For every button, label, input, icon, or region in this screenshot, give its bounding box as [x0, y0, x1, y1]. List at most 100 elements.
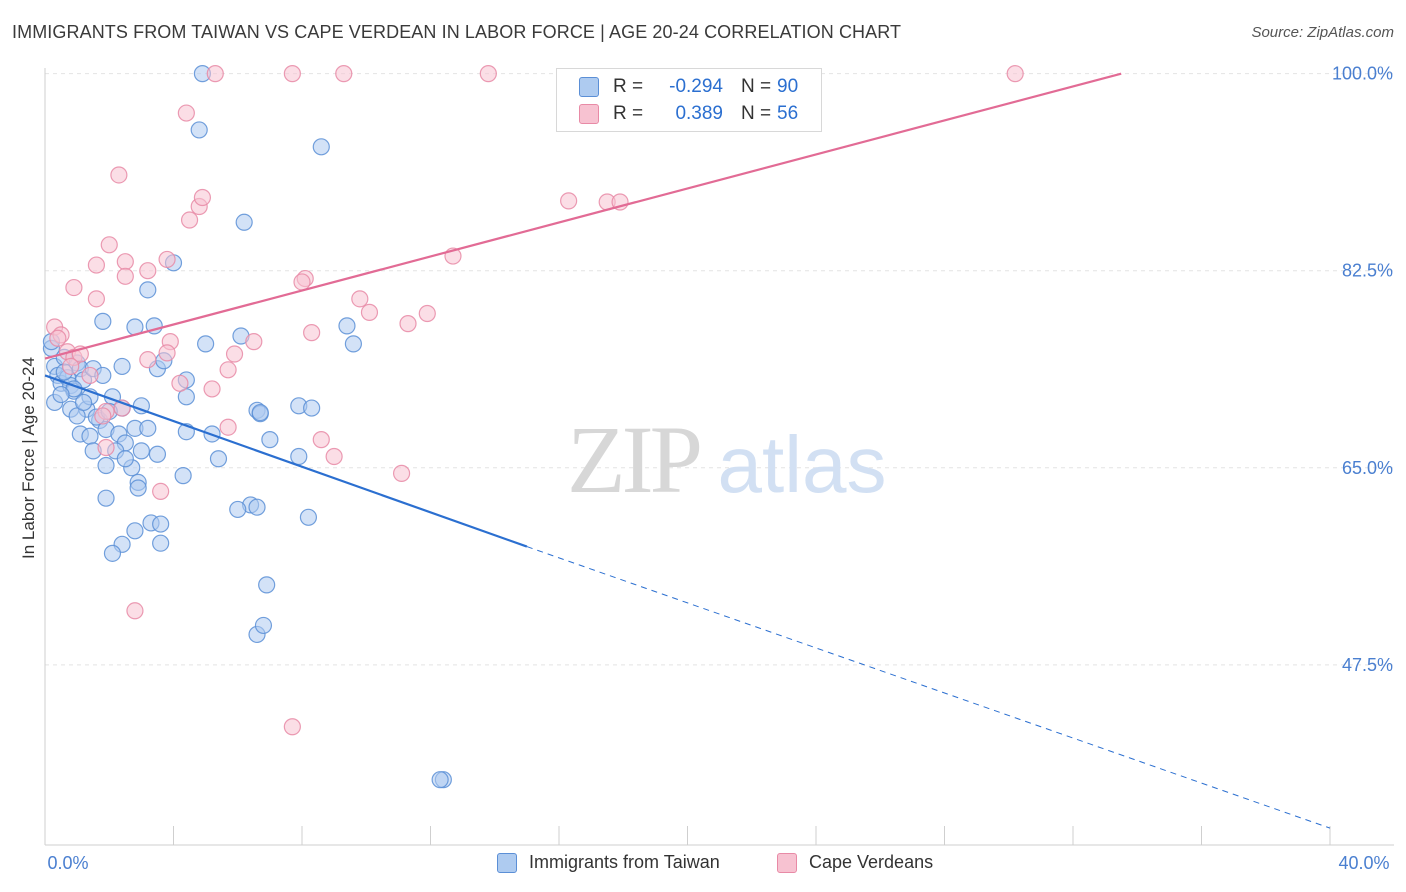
capeverde-point: [203, 380, 221, 398]
y-tick-label: 47.5%: [1342, 655, 1393, 675]
taiwan-point: [344, 335, 362, 353]
taiwan-point: [94, 312, 112, 330]
taiwan-swatch: [579, 77, 599, 97]
capeverde-point: [392, 464, 411, 482]
capeverde-point: [62, 357, 80, 376]
watermark-atlas: atlas: [718, 420, 887, 509]
capeverde-point: [49, 329, 67, 347]
stats-row-capeverde: R = 0.389 N = 56: [579, 102, 798, 126]
taiwan-trendline: [44, 374, 528, 548]
taiwan-point: [113, 357, 131, 376]
capeverde-point: [283, 718, 301, 736]
taiwan-point: [229, 500, 247, 519]
taiwan-point: [235, 213, 253, 231]
legend-item-capeverde[interactable]: Cape Verdeans: [777, 852, 933, 873]
taiwan-point: [139, 281, 157, 299]
taiwan-point: [126, 522, 144, 540]
capeverde-trendline: [44, 72, 1122, 360]
capeverde-swatch: [579, 104, 599, 124]
capeverde-point: [360, 303, 379, 321]
legend-item-taiwan[interactable]: Immigrants from Taiwan: [497, 852, 720, 873]
taiwan-point: [152, 534, 170, 552]
taiwan-point: [261, 431, 279, 449]
capeverde-point: [325, 447, 343, 466]
y-tick-label: 65.0%: [1342, 458, 1393, 478]
n-value: 90: [777, 76, 799, 97]
capeverde-point: [335, 65, 353, 83]
capeverde-point: [139, 351, 157, 369]
taiwan-point: [248, 498, 266, 516]
taiwan-point: [152, 515, 170, 533]
taiwan-point: [197, 335, 215, 353]
taiwan-point: [190, 121, 208, 139]
series-legend: Immigrants from Taiwan Cape Verdeans: [0, 850, 1406, 878]
legend-label-capeverde: Cape Verdeans: [809, 852, 934, 872]
capeverde-point: [152, 482, 170, 501]
taiwan-trendline-extension: [526, 546, 1331, 829]
capeverde-swatch: [777, 852, 797, 873]
capeverde-point: [1006, 65, 1024, 83]
taiwan-point: [97, 456, 115, 475]
capeverde-point: [158, 344, 176, 362]
capeverde-point: [479, 65, 497, 83]
taiwan-point: [431, 771, 449, 789]
capeverde-point: [219, 361, 237, 379]
stats-legend: R = -0.294 N = 90 R = 0.389 N = 56: [556, 68, 822, 132]
r-value: -0.294: [669, 76, 723, 97]
capeverde-point: [312, 431, 330, 449]
capeverde-point: [65, 278, 83, 297]
capeverde-point: [399, 315, 417, 333]
trend-layer: [44, 72, 1331, 829]
taiwan-point: [338, 317, 356, 335]
capeverde-point: [158, 250, 176, 269]
capeverde-point: [100, 236, 118, 254]
r-value: 0.389: [675, 103, 723, 124]
capeverde-point: [418, 304, 436, 323]
x-tick-label: 0.0%: [47, 853, 88, 873]
y-axis-label: In Labor Force | Age 20-24: [19, 357, 38, 559]
capeverde-point: [283, 65, 301, 83]
taiwan-point: [251, 403, 269, 422]
capeverde-point: [94, 407, 112, 425]
source-credit: Source: ZipAtlas.com: [1251, 24, 1394, 41]
n-value: 56: [777, 103, 799, 124]
capeverde-point: [206, 65, 224, 83]
capeverde-point: [139, 262, 157, 280]
capeverde-point: [116, 253, 134, 271]
r-label: R =: [613, 76, 644, 97]
capeverde-point: [81, 366, 99, 385]
axis-layer: 47.5% 65.0% 82.5% 100.0% 0.0% 40.0%: [44, 64, 1394, 873]
y-tick-label: 100.0%: [1332, 64, 1393, 84]
capeverde-point: [177, 104, 195, 122]
taiwan-point: [148, 445, 167, 463]
legend-label-taiwan: Immigrants from Taiwan: [529, 852, 720, 872]
taiwan-point: [116, 450, 134, 468]
taiwan-point: [174, 467, 192, 485]
taiwan-point: [254, 616, 273, 635]
taiwan-point: [129, 479, 147, 497]
taiwan-point: [132, 442, 150, 460]
n-label: N =: [741, 103, 772, 124]
y-tick-label: 82.5%: [1342, 261, 1393, 281]
capeverde-point: [303, 324, 321, 342]
capeverde-point: [126, 602, 144, 620]
taiwan-point: [74, 393, 93, 412]
taiwan-point: [290, 447, 308, 466]
capeverde-point: [87, 256, 106, 274]
capeverde-point: [87, 290, 106, 308]
taiwan-point: [103, 544, 122, 562]
capeverde-point: [110, 166, 128, 184]
watermark-zip: ZIP: [567, 406, 700, 513]
taiwan-point: [299, 508, 318, 526]
capeverde-point: [225, 345, 244, 363]
capeverde-point: [293, 273, 311, 291]
r-label: R =: [613, 103, 644, 124]
capeverde-point: [245, 333, 263, 351]
taiwan-point: [312, 138, 330, 156]
taiwan-point: [303, 399, 321, 417]
capeverde-point: [351, 290, 369, 308]
taiwan-point: [52, 385, 70, 404]
capeverde-point: [180, 211, 199, 229]
capeverde-point: [97, 438, 115, 457]
stats-row-taiwan: R = -0.294 N = 90: [579, 75, 798, 99]
